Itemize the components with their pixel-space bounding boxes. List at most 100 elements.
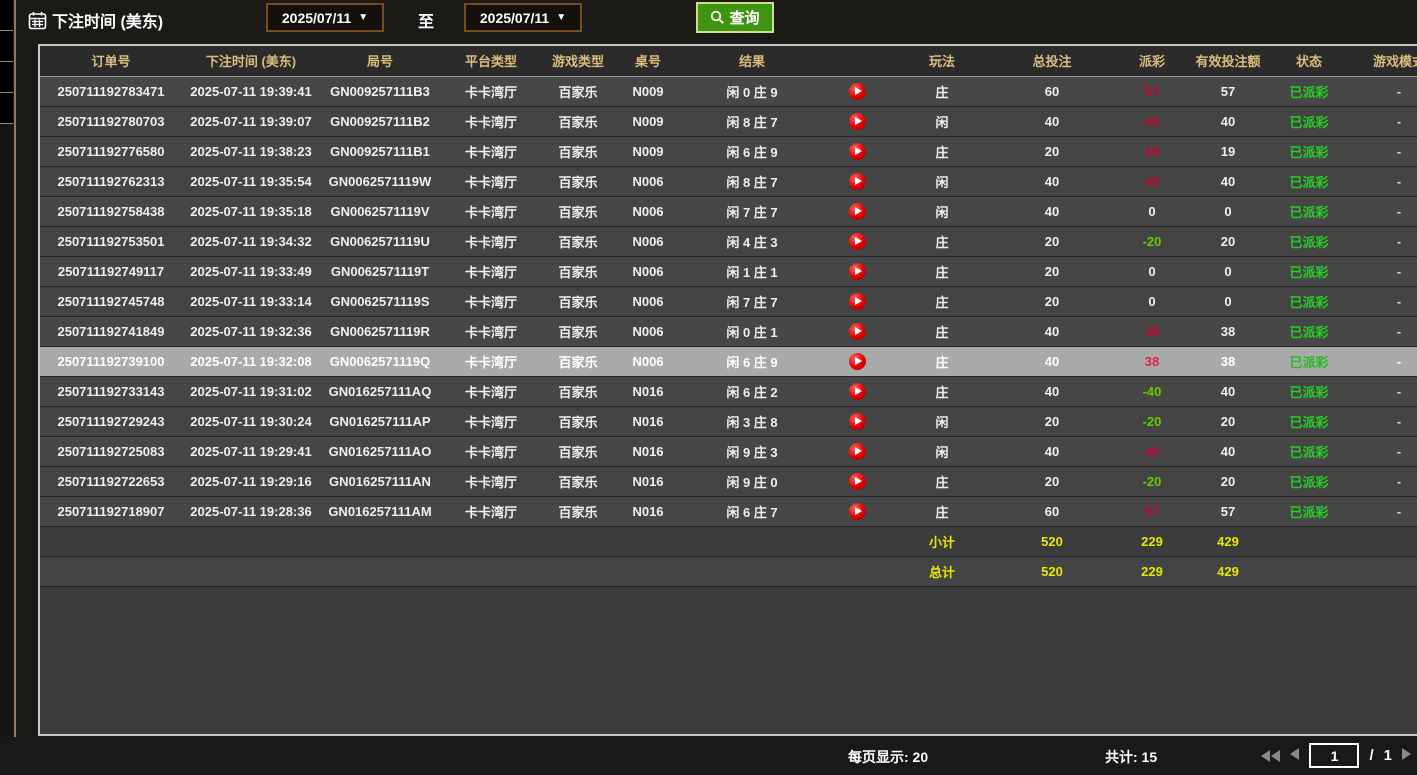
replay-play-icon[interactable] <box>848 472 866 490</box>
table-row[interactable]: 250711192762313 2025-07-11 19:35:54 GN00… <box>40 166 1417 197</box>
table-row[interactable]: 250711192783471 2025-07-11 19:39:41 GN00… <box>40 76 1417 107</box>
table-row[interactable]: 250711192776580 2025-07-11 19:38:23 GN00… <box>40 136 1417 167</box>
cell-platform: 卡卡湾厅 <box>440 226 542 257</box>
dropdown-arrow-icon: ▼ <box>556 12 567 23</box>
replay-play-icon[interactable] <box>848 142 866 160</box>
cell-replay <box>822 316 892 347</box>
cell-order-id: 250711192753501 <box>40 226 182 257</box>
replay-play-icon[interactable] <box>848 352 866 370</box>
summary-body: 小计 520 229 429 总计 520 229 429 <box>40 526 1417 587</box>
cell-bet-time: 2025-07-11 19:29:41 <box>182 436 320 467</box>
replay-play-icon[interactable] <box>848 292 866 310</box>
replay-play-icon[interactable] <box>848 412 866 430</box>
cell-play: 庄 <box>892 136 992 167</box>
date-to-picker[interactable]: 2025/07/11 ▼ <box>464 3 582 32</box>
cell-game-type: 百家乐 <box>542 196 614 227</box>
cell-table-no: N016 <box>614 496 682 527</box>
cell-bet-time: 2025-07-11 19:39:41 <box>182 76 320 107</box>
cell-play: 庄 <box>892 496 992 527</box>
replay-play-icon[interactable] <box>848 262 866 280</box>
cell-game-mode: - <box>1354 106 1417 137</box>
cell-result: 闲 7 庄 7 <box>682 286 822 317</box>
cell-replay <box>822 196 892 227</box>
cell-total-bet: 40 <box>992 106 1112 137</box>
replay-play-icon[interactable] <box>848 442 866 460</box>
cell-table-no: N016 <box>614 376 682 407</box>
table-row[interactable]: 250711192745748 2025-07-11 19:33:14 GN00… <box>40 286 1417 317</box>
col-header-play: 玩法 <box>892 46 992 77</box>
table-row[interactable]: 250711192780703 2025-07-11 19:39:07 GN00… <box>40 106 1417 137</box>
cell-total-bet: 20 <box>992 136 1112 167</box>
cell-status: 已派彩 <box>1264 406 1354 437</box>
cell-replay <box>822 406 892 437</box>
cell-play: 庄 <box>892 316 992 347</box>
replay-play-icon[interactable] <box>848 382 866 400</box>
cell-replay <box>822 376 892 407</box>
cell-replay <box>822 286 892 317</box>
cell-valid-bet: 40 <box>1192 106 1264 137</box>
page-size-label: 每页显示: 20 <box>848 749 929 765</box>
cell-total-bet: 20 <box>992 286 1112 317</box>
cell-replay <box>822 166 892 197</box>
query-button[interactable]: 查询 <box>696 2 774 33</box>
cell-game-type: 百家乐 <box>542 166 614 197</box>
cell-game-mode: - <box>1354 166 1417 197</box>
table-row[interactable]: 250711192725083 2025-07-11 19:29:41 GN01… <box>40 436 1417 467</box>
table-row[interactable]: 250711192739100 2025-07-11 19:32:08 GN00… <box>40 346 1417 377</box>
table-row[interactable]: 250711192758438 2025-07-11 19:35:18 GN00… <box>40 196 1417 227</box>
cell-table-no: N009 <box>614 106 682 137</box>
cell-payout: 40 <box>1112 436 1192 467</box>
replay-play-icon[interactable] <box>848 82 866 100</box>
replay-play-icon[interactable] <box>848 322 866 340</box>
replay-play-icon[interactable] <box>848 172 866 190</box>
calendar-icon <box>28 11 47 30</box>
col-header-round-id: 局号 <box>320 46 440 77</box>
table-row[interactable]: 250711192741849 2025-07-11 19:32:36 GN00… <box>40 316 1417 347</box>
first-page-button[interactable] <box>1261 749 1281 762</box>
replay-play-icon[interactable] <box>848 112 866 130</box>
cell-platform: 卡卡湾厅 <box>440 496 542 527</box>
table-row[interactable]: 250711192733143 2025-07-11 19:31:02 GN01… <box>40 376 1417 407</box>
date-from-picker[interactable]: 2025/07/11 ▼ <box>266 3 384 32</box>
cell-game-mode: - <box>1354 376 1417 407</box>
next-page-button[interactable] <box>1402 747 1411 765</box>
cell-bet-time: 2025-07-11 19:29:16 <box>182 466 320 497</box>
table-row[interactable]: 250711192722653 2025-07-11 19:29:16 GN01… <box>40 466 1417 497</box>
replay-play-icon[interactable] <box>848 202 866 220</box>
cell-result: 闲 6 庄 9 <box>682 346 822 377</box>
cell-order-id: 250711192722653 <box>40 466 182 497</box>
cell-order-id: 250711192780703 <box>40 106 182 137</box>
table-row[interactable]: 250711192749117 2025-07-11 19:33:49 GN00… <box>40 256 1417 287</box>
replay-play-icon[interactable] <box>848 502 866 520</box>
page-number-input[interactable] <box>1309 743 1360 768</box>
replay-play-icon[interactable] <box>848 232 866 250</box>
cell-game-type: 百家乐 <box>542 346 614 377</box>
cell-platform: 卡卡湾厅 <box>440 166 542 197</box>
cell-total-bet: 40 <box>992 436 1112 467</box>
cell-payout: 0 <box>1112 286 1192 317</box>
table-row[interactable]: 250711192718907 2025-07-11 19:28:36 GN01… <box>40 496 1417 527</box>
table-row[interactable]: 250711192753501 2025-07-11 19:34:32 GN00… <box>40 226 1417 257</box>
cell-payout: 57 <box>1112 76 1192 107</box>
cell-order-id: 250711192762313 <box>40 166 182 197</box>
cell-round-id: GN009257111B2 <box>320 106 440 137</box>
cell-game-type: 百家乐 <box>542 286 614 317</box>
prev-page-button[interactable] <box>1290 747 1300 765</box>
cell-status: 已派彩 <box>1264 76 1354 107</box>
table-row[interactable]: 250711192729243 2025-07-11 19:30:24 GN01… <box>40 406 1417 437</box>
cell-table-no: N006 <box>614 226 682 257</box>
cell-round-id: GN0062571119R <box>320 316 440 347</box>
cell-table-no: N006 <box>614 346 682 377</box>
cell-platform: 卡卡湾厅 <box>440 436 542 467</box>
col-header-total-bet: 总投注 <box>992 46 1112 77</box>
cell-status: 已派彩 <box>1264 196 1354 227</box>
cell-valid-bet: 0 <box>1192 256 1264 287</box>
cell-valid-bet: 40 <box>1192 166 1264 197</box>
cell-game-type: 百家乐 <box>542 436 614 467</box>
cell-valid-bet: 20 <box>1192 466 1264 497</box>
cell-replay <box>822 136 892 167</box>
cell-valid-bet: 19 <box>1192 136 1264 167</box>
cell-play: 闲 <box>892 106 992 137</box>
cell-play: 闲 <box>892 406 992 437</box>
cell-result: 闲 9 庄 3 <box>682 436 822 467</box>
